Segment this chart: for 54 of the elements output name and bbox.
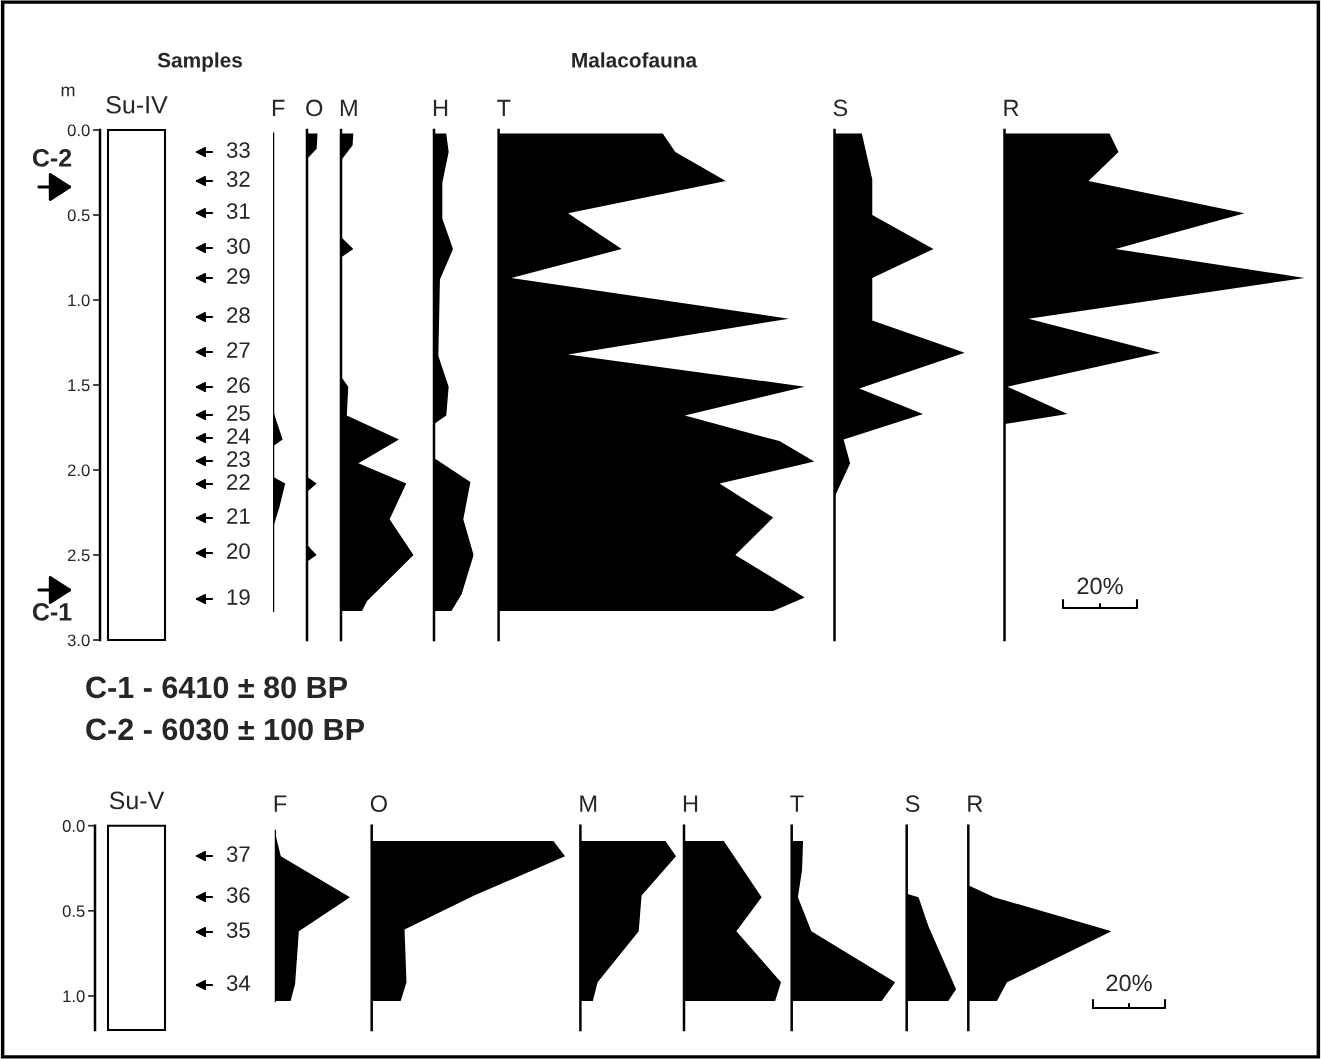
y-tick-label: 2.0 xyxy=(67,464,90,477)
chart-title: M xyxy=(580,795,597,812)
text: 20 xyxy=(227,543,250,559)
chart-title: R xyxy=(968,795,983,812)
text: 36 xyxy=(226,887,250,903)
chart-title: O xyxy=(370,795,387,813)
chart-title: T xyxy=(497,99,511,117)
y-tick-label: 0.0 xyxy=(62,820,85,832)
chart-title: R xyxy=(1004,99,1019,117)
chart-title: H xyxy=(433,99,448,117)
text: Samples xyxy=(157,52,242,72)
y-tick-label: 0.5 xyxy=(67,209,90,222)
text: 25 xyxy=(227,405,250,421)
text: 19 xyxy=(227,589,250,605)
text: 27 xyxy=(227,342,250,358)
annotation: 20% xyxy=(1077,577,1123,595)
chart-title: S xyxy=(833,99,848,117)
text: 34 xyxy=(226,975,251,991)
text: 31 xyxy=(226,203,250,219)
y-tick-label: 1.5 xyxy=(68,379,90,392)
y-axis-title: m xyxy=(61,86,75,97)
y-tick-label: 1.0 xyxy=(68,294,90,307)
chart-title: F xyxy=(272,99,285,117)
y-tick-label: 1.0 xyxy=(63,990,85,1003)
chart-title: F xyxy=(274,795,287,812)
text: 21 xyxy=(227,508,250,524)
text: 33 xyxy=(226,142,250,158)
text: 28 xyxy=(227,307,250,323)
text: 35 xyxy=(226,922,250,938)
text: 24 xyxy=(227,428,251,444)
chart-title: H xyxy=(683,795,698,812)
text: 37 xyxy=(226,846,250,862)
y-tick-label: 0.5 xyxy=(62,905,85,918)
text: Malacofauna xyxy=(572,52,698,68)
text: Su-IV xyxy=(106,95,168,114)
chart-title: S xyxy=(905,795,920,813)
text: 23 xyxy=(227,451,250,467)
text: Su-V xyxy=(109,791,165,810)
chart-title: T xyxy=(790,795,804,812)
text: 32 xyxy=(226,171,250,187)
text: C-2 xyxy=(32,149,72,167)
text: 30 xyxy=(226,238,250,254)
y-tick-label: 2.5 xyxy=(67,549,90,562)
annotation: 20% xyxy=(1106,974,1152,992)
chart-title: M xyxy=(340,99,357,117)
chart-title: O xyxy=(306,99,323,117)
text: 22 xyxy=(227,474,250,490)
text: 29 xyxy=(227,268,250,284)
text: C-2 - 6030 ± 100 BP xyxy=(86,718,364,741)
y-tick-label: 0.0 xyxy=(67,124,90,137)
y-tick-label: 3.0 xyxy=(67,634,90,647)
text: C-1 - 6410 ± 80 BP xyxy=(86,676,347,699)
text: C-1 xyxy=(32,603,72,621)
text: 26 xyxy=(227,377,250,393)
